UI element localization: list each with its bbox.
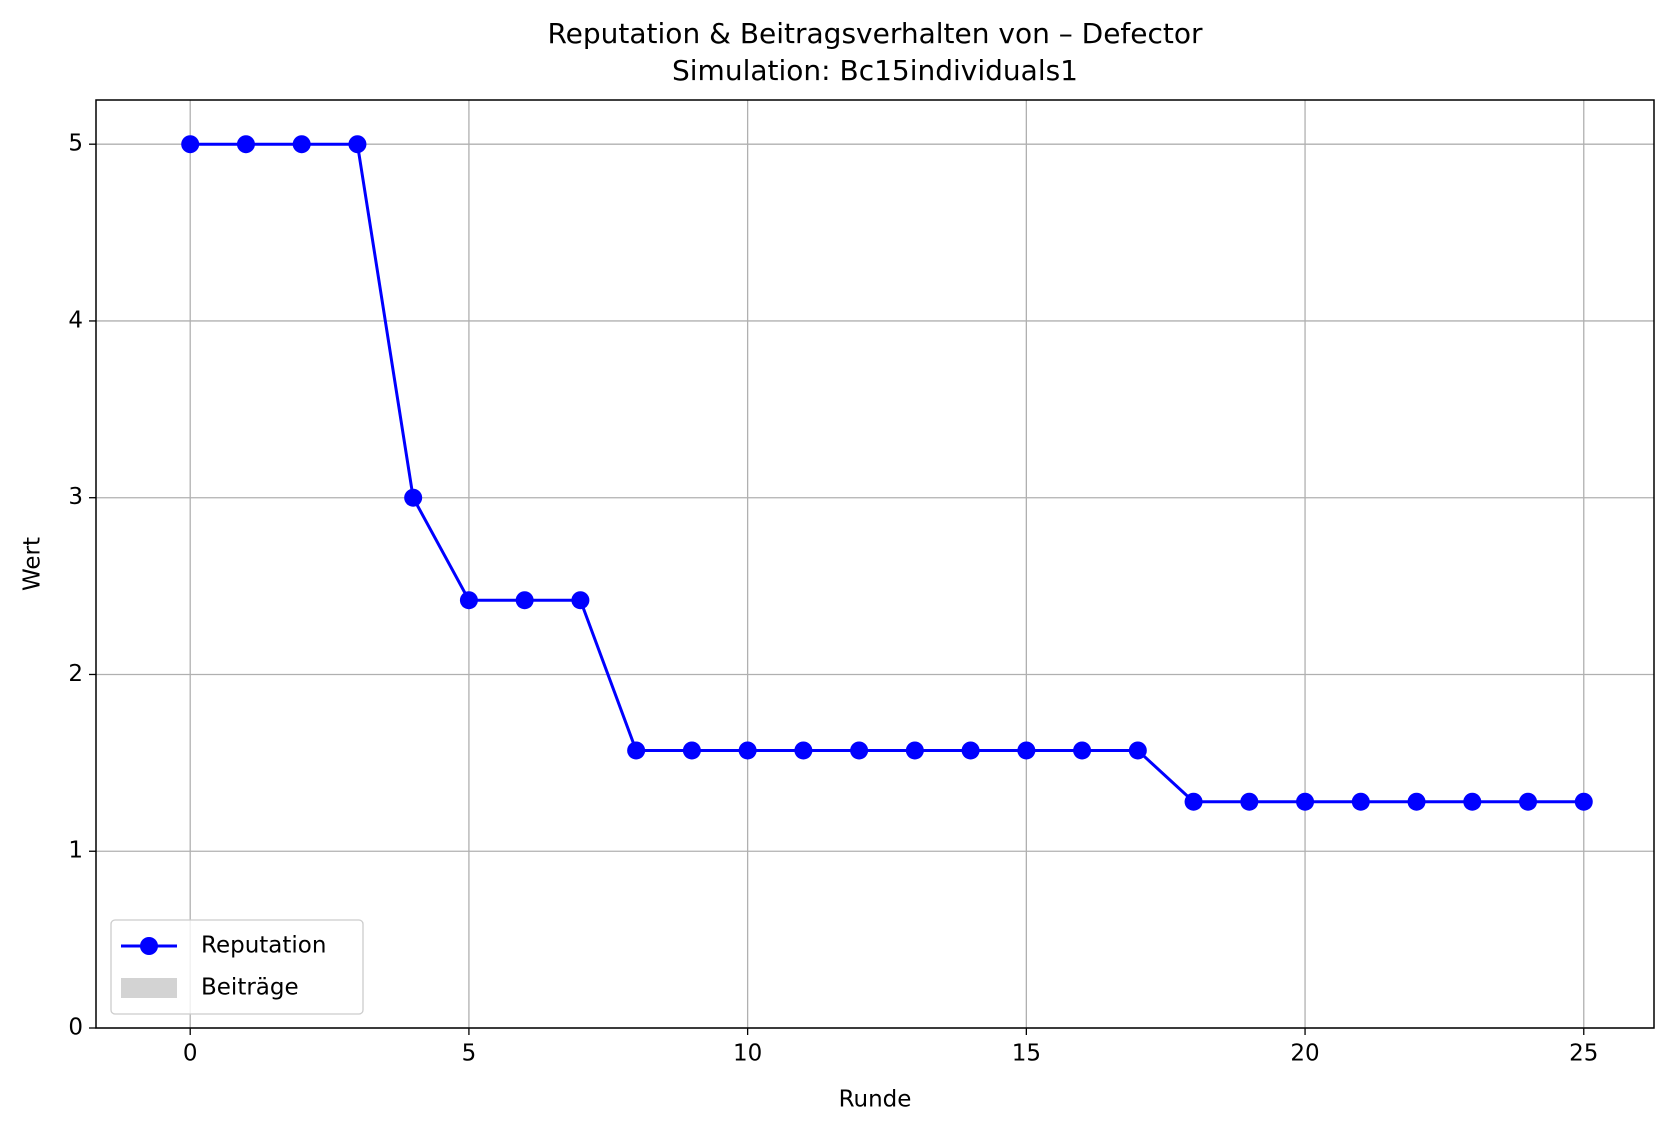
legend-label: Reputation: [201, 933, 326, 959]
point: [627, 741, 646, 760]
point: [1073, 741, 1092, 760]
y-tick-label: 0: [68, 1015, 83, 1041]
chart-subtitle: Simulation: Bc15individuals1: [672, 54, 1078, 87]
point: [850, 741, 869, 760]
y-tick-label: 3: [68, 484, 83, 510]
point: [1574, 792, 1593, 811]
point: [515, 591, 534, 610]
point: [905, 741, 924, 760]
point: [1184, 792, 1203, 811]
point: [571, 591, 590, 610]
x-tick-label: 5: [462, 1041, 477, 1067]
point: [236, 135, 255, 154]
point: [1240, 792, 1259, 811]
point: [1017, 741, 1036, 760]
y-tick-label: 2: [68, 661, 83, 687]
x-tick-label: 15: [1012, 1041, 1041, 1067]
point: [1463, 792, 1482, 811]
point: [1351, 792, 1370, 811]
point: [459, 591, 478, 610]
point: [292, 135, 311, 154]
x-tick-label: 25: [1569, 1041, 1598, 1067]
line: [190, 142, 1584, 804]
y-axis-label: Wert: [20, 537, 46, 591]
plot-frame: [95, 99, 1655, 1029]
point: [1407, 792, 1426, 811]
point: [1296, 792, 1315, 811]
x-axis-label: Runde: [839, 1087, 912, 1113]
y-tick-label: 4: [68, 307, 83, 333]
point: [961, 741, 980, 760]
point: [738, 741, 757, 760]
legend-label: Beiträge: [201, 975, 299, 1001]
point: [682, 741, 701, 760]
x-tick-label: 0: [183, 1041, 198, 1067]
point: [1519, 792, 1538, 811]
point: [404, 488, 423, 507]
x-tick-label: 10: [733, 1041, 762, 1067]
point: [1128, 741, 1147, 760]
x-tick-label: 20: [1290, 1041, 1319, 1067]
legend-patch: [121, 978, 177, 998]
chart-title: Reputation & Beitragsverhalten von – Def…: [547, 17, 1203, 50]
legend-marker: [140, 937, 158, 955]
y-tick-label: 1: [68, 838, 83, 864]
point: [348, 135, 367, 154]
point: [181, 135, 200, 154]
point: [794, 741, 813, 760]
legend: Reputation Beiträge: [110, 919, 364, 1015]
y-tick-label: 5: [68, 131, 83, 157]
